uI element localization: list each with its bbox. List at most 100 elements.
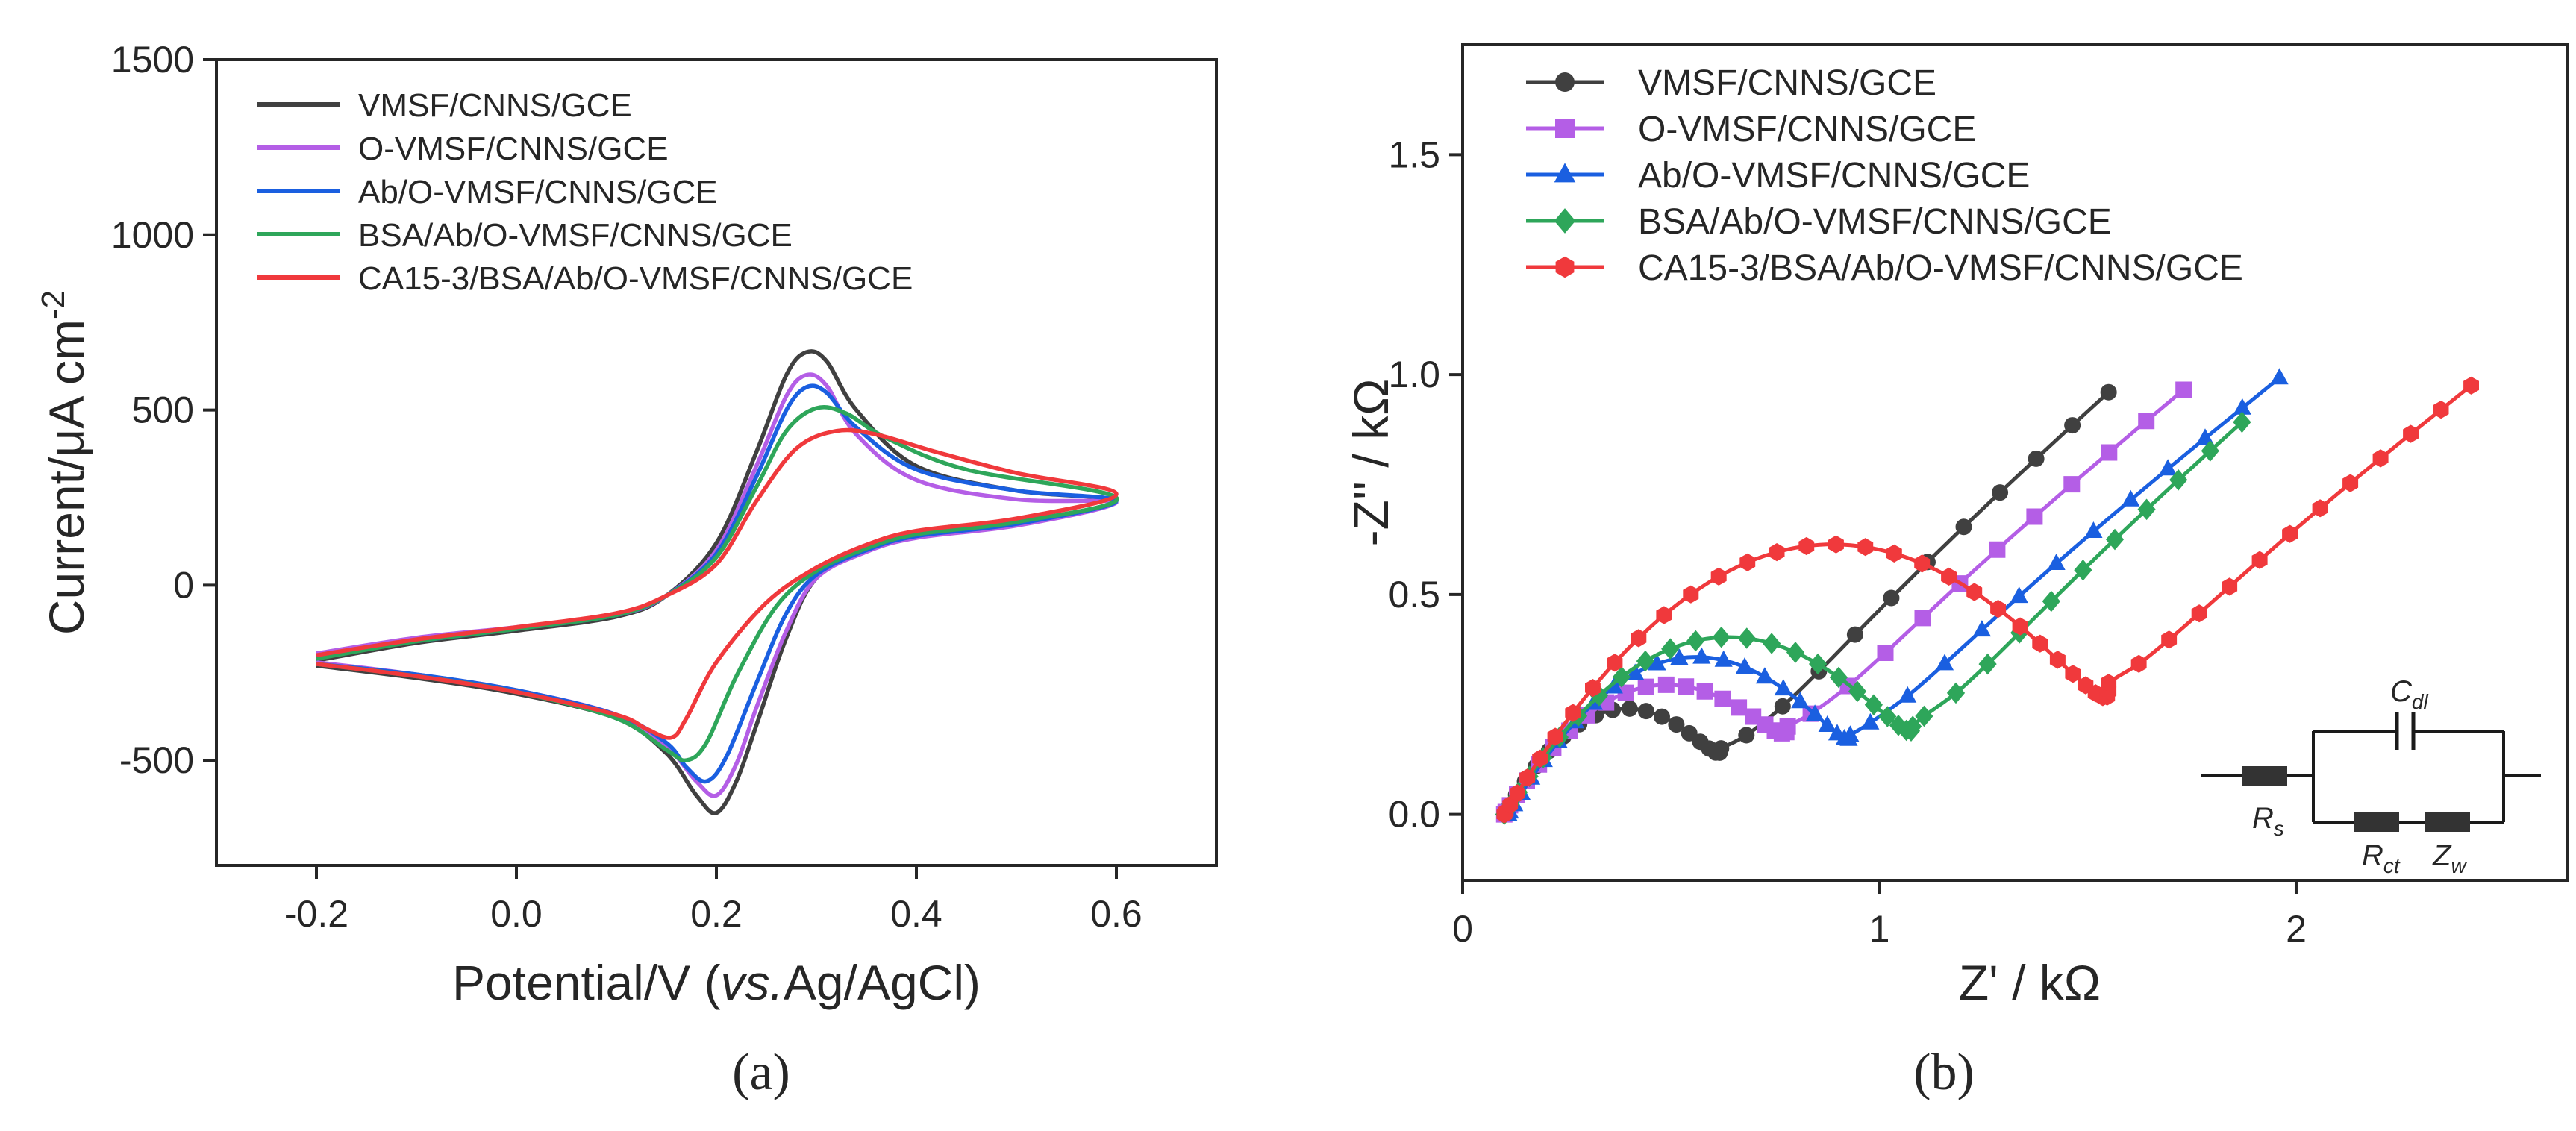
eis-data-point bbox=[1670, 648, 1689, 665]
eis-data-point bbox=[1661, 638, 1680, 660]
eis-series bbox=[1495, 368, 2479, 825]
cv-legend-label: Ab/O-VMSF/CNNS/GCE bbox=[358, 174, 718, 210]
cv-curve bbox=[316, 427, 1119, 740]
eis-data-point bbox=[2101, 674, 2117, 692]
eis-x-tick-label: 1 bbox=[1869, 908, 1890, 950]
eis-data-point bbox=[1532, 749, 1548, 768]
eis-data-point bbox=[2074, 559, 2092, 581]
eis-data-point bbox=[1798, 536, 1815, 556]
eis-y-tick-label: 1.0 bbox=[1388, 354, 1440, 395]
eis-legend-marker bbox=[1555, 119, 1575, 138]
eis-data-point bbox=[1818, 715, 1836, 732]
eis-data-point bbox=[2312, 499, 2328, 518]
eis-data-point bbox=[1621, 700, 1638, 717]
eis-y-tick-label: 0.0 bbox=[1388, 794, 1440, 836]
eis-data-point bbox=[1914, 554, 1931, 573]
eis-data-point bbox=[1585, 679, 1601, 698]
eis-data-point bbox=[1809, 653, 1828, 675]
eis-data-point bbox=[1755, 667, 1774, 684]
eis-data-point bbox=[1935, 654, 1954, 671]
eis-data-point bbox=[2222, 577, 2238, 596]
eis-data-point bbox=[1904, 715, 1922, 737]
cv-chart: -0.2 0.0 0.2 0.4 0.6 -500 0 500 1000 1500 VMSF/C… bbox=[35, 39, 1218, 1101]
eis-data-point bbox=[2042, 590, 2060, 613]
eis-data-point bbox=[2233, 398, 2251, 415]
eis-data-point bbox=[2201, 440, 2219, 462]
eis-data-point bbox=[1737, 627, 1756, 649]
eis-legend: VMSF/CNNS/GCE O-VMSF/CNNS/GCE Ab/O-VMSF/CN… bbox=[1526, 63, 2243, 288]
eis-data-point bbox=[1763, 633, 1781, 654]
eis-data-point bbox=[1631, 629, 1647, 648]
circuit-label: Cdl bbox=[2390, 675, 2428, 713]
eis-data-point bbox=[1612, 666, 1631, 688]
eis-data-point bbox=[1738, 727, 1755, 744]
cv-y-tick-label: 0 bbox=[173, 564, 194, 606]
eis-data-point bbox=[1696, 683, 1713, 700]
eis-data-point bbox=[1946, 682, 1966, 704]
cv-y-tick-label: -500 bbox=[119, 739, 194, 781]
eis-data-point bbox=[1686, 630, 1705, 652]
eis-data-point bbox=[2026, 508, 2043, 525]
cv-x-tick-label: -0.2 bbox=[284, 893, 348, 935]
eis-legend-label: Ab/O-VMSF/CNNS/GCE bbox=[1638, 156, 2030, 195]
eis-data-point bbox=[2270, 368, 2289, 385]
cv-y-axis: -500 0 500 1000 1500 bbox=[111, 39, 216, 781]
eis-data-point bbox=[1915, 705, 1933, 727]
eis-series-line bbox=[1502, 383, 2473, 815]
eis-data-point bbox=[2463, 376, 2479, 395]
eis-data-point bbox=[1786, 642, 1805, 663]
eis-y-axis-label: -Z'' / kΩ bbox=[1343, 379, 1398, 547]
cv-curves bbox=[316, 349, 1119, 815]
eis-series-group bbox=[1496, 376, 2479, 824]
panel-label-b: (b) bbox=[1913, 1044, 1975, 1101]
cv-legend-label: BSA/Ab/O-VMSF/CNNS/GCE bbox=[358, 217, 793, 254]
eis-data-point bbox=[1774, 679, 1792, 696]
cv-legend-label: VMSF/CNNS/GCE bbox=[358, 87, 632, 124]
eis-data-point bbox=[1955, 518, 1972, 536]
eis-data-point bbox=[1656, 606, 1672, 624]
eis-data-point bbox=[2433, 401, 2449, 419]
eis-data-point bbox=[1861, 712, 1880, 730]
eis-data-point bbox=[2064, 417, 2081, 434]
eis-data-point bbox=[1990, 600, 2007, 618]
eis-data-point bbox=[2233, 411, 2251, 433]
eis-data-point bbox=[1657, 676, 1675, 693]
eis-data-point bbox=[1829, 666, 1848, 689]
eis-series-group bbox=[1495, 383, 2117, 823]
resistor-block bbox=[2242, 766, 2287, 786]
eis-data-point bbox=[1714, 690, 1731, 707]
eis-data-point bbox=[2100, 383, 2117, 401]
eis-data-point bbox=[2012, 617, 2028, 636]
eis-data-point bbox=[1637, 703, 1654, 720]
cv-x-tick-label: 0.2 bbox=[690, 893, 743, 935]
eis-data-point bbox=[1735, 657, 1754, 674]
eis-data-point bbox=[1806, 704, 1825, 721]
eis-legend-marker bbox=[1555, 256, 1575, 278]
cv-x-tick-label: 0.0 bbox=[490, 893, 543, 935]
resistor-block bbox=[2425, 812, 2470, 832]
eis-data-point bbox=[1779, 718, 1796, 735]
cv-x-tick-label: 0.6 bbox=[1090, 893, 1142, 935]
eis-data-point bbox=[1848, 680, 1867, 703]
eis-data-point bbox=[2084, 521, 2103, 538]
eis-data-point bbox=[1878, 706, 1897, 727]
eis-data-point bbox=[1914, 610, 1931, 627]
eis-chart: 0 1 2 0.0 0.5 1.0 1.5 VMSF/CNNS/GCE O-VMSF/CNN… bbox=[1343, 43, 2569, 1101]
eis-data-point bbox=[2169, 469, 2188, 491]
eis-data-point bbox=[2403, 424, 2419, 443]
eis-data-point bbox=[2101, 444, 2118, 461]
eis-data-point bbox=[2138, 413, 2155, 430]
eis-x-axis-label: Z' / kΩ bbox=[1959, 955, 2101, 1010]
eis-data-point bbox=[1712, 626, 1731, 648]
eis-data-point bbox=[1509, 784, 1525, 803]
eis-data-point bbox=[2010, 586, 2028, 604]
eis-series-line bbox=[1502, 390, 2110, 815]
cv-y-tick-label: 1000 bbox=[111, 214, 194, 256]
eis-data-point bbox=[1626, 663, 1645, 680]
cv-x-axis: -0.2 0.0 0.2 0.4 0.6 bbox=[284, 865, 1142, 935]
eis-data-point bbox=[1678, 678, 1695, 695]
eis-data-point bbox=[2063, 476, 2081, 493]
eis-data-point bbox=[1864, 694, 1883, 716]
eis-data-point bbox=[2105, 528, 2125, 551]
